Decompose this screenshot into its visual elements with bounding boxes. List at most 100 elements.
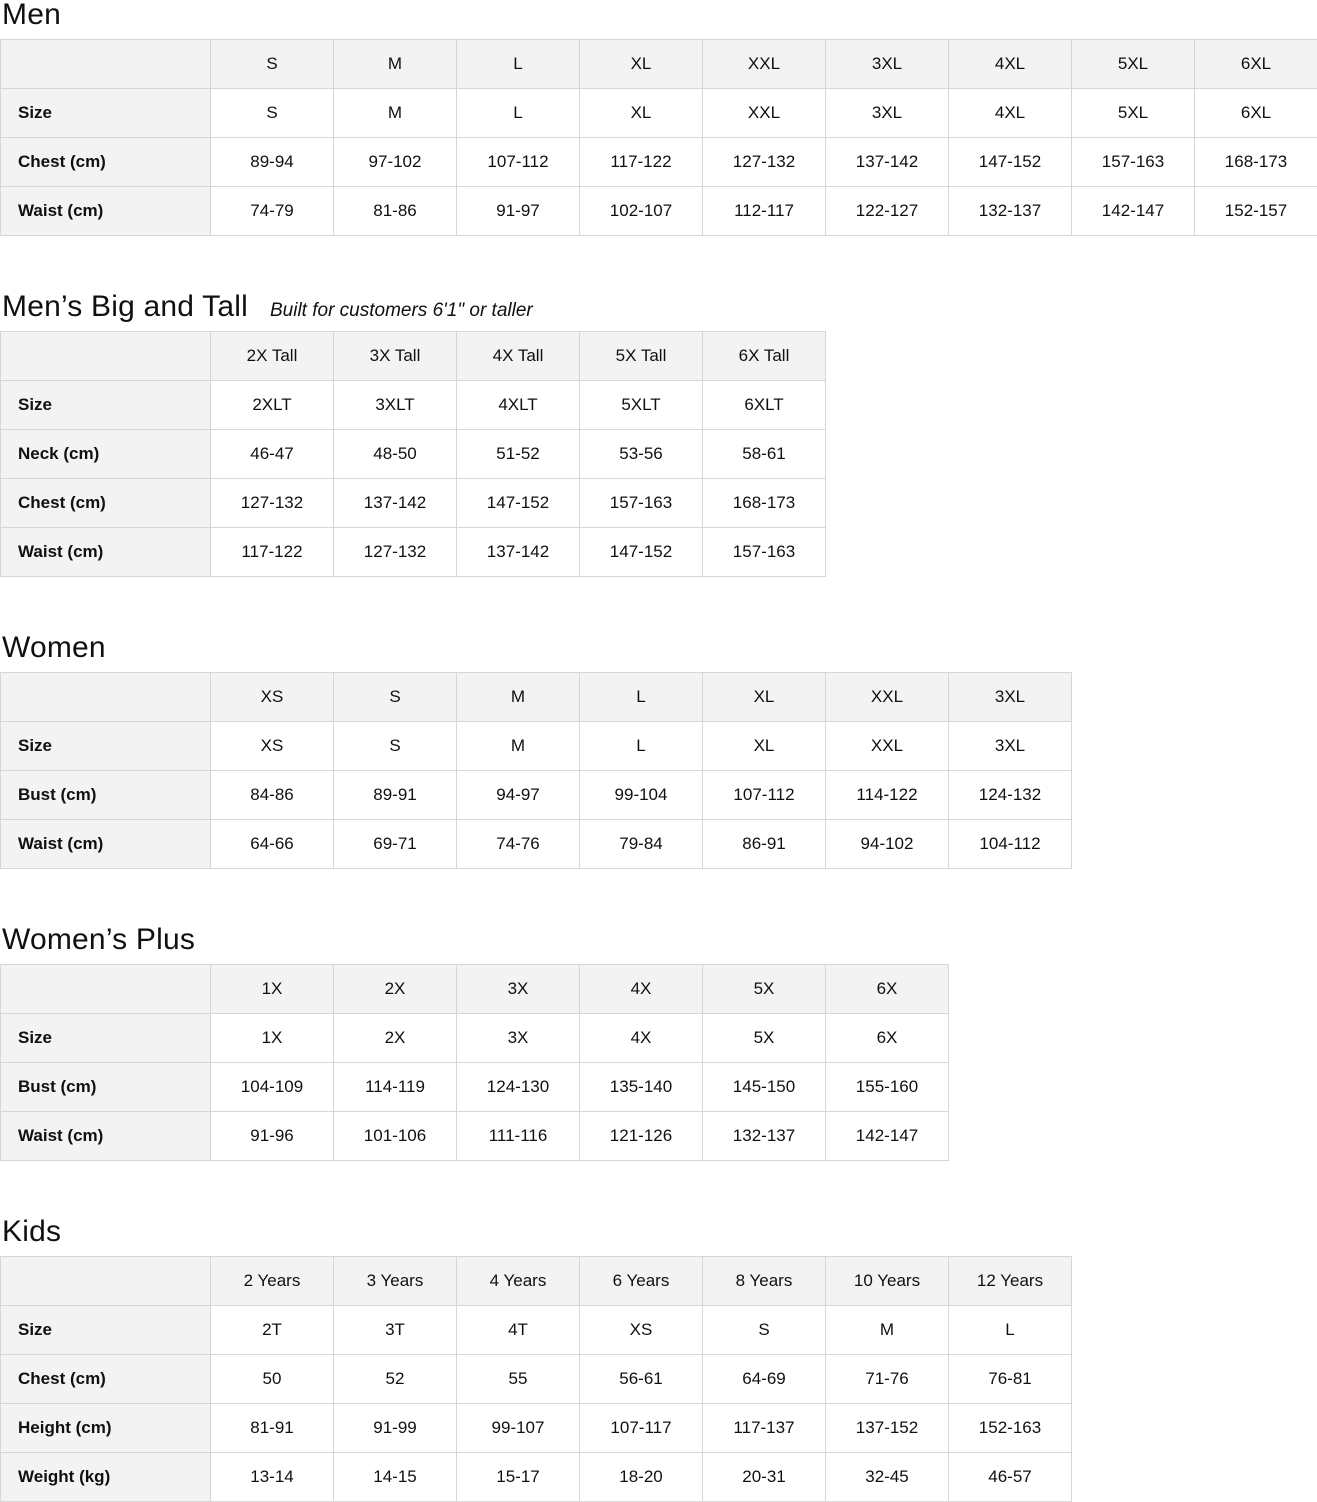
- value-cell: 107-112: [703, 771, 826, 820]
- value-cell: 89-91: [334, 771, 457, 820]
- value-cell: 2XLT: [211, 381, 334, 430]
- value-cell: S: [703, 1306, 826, 1355]
- value-cell: 107-112: [457, 138, 580, 187]
- section-header: Women: [0, 633, 1317, 663]
- row-label: Neck (cm): [1, 430, 211, 479]
- column-header: 10 Years: [826, 1257, 949, 1306]
- row-label: Chest (cm): [1, 479, 211, 528]
- value-cell: L: [457, 89, 580, 138]
- value-cell: 142-147: [826, 1112, 949, 1161]
- value-cell: 6XLT: [703, 381, 826, 430]
- value-cell: 3XLT: [334, 381, 457, 430]
- column-header: L: [457, 40, 580, 89]
- value-cell: 3T: [334, 1306, 457, 1355]
- value-cell: 15-17: [457, 1453, 580, 1502]
- value-cell: 91-96: [211, 1112, 334, 1161]
- column-header: XXL: [826, 673, 949, 722]
- value-cell: 74-79: [211, 187, 334, 236]
- value-cell: 147-152: [457, 479, 580, 528]
- column-header: S: [211, 40, 334, 89]
- value-cell: 48-50: [334, 430, 457, 479]
- value-cell: 84-86: [211, 771, 334, 820]
- value-cell: 46-57: [949, 1453, 1072, 1502]
- value-cell: 121-126: [580, 1112, 703, 1161]
- value-cell: 5X: [703, 1014, 826, 1063]
- value-cell: S: [211, 89, 334, 138]
- value-cell: 94-97: [457, 771, 580, 820]
- corner-cell: [1, 1257, 211, 1306]
- value-cell: 101-106: [334, 1112, 457, 1161]
- row-label: Size: [1, 722, 211, 771]
- column-header: M: [457, 673, 580, 722]
- value-cell: 127-132: [211, 479, 334, 528]
- value-cell: 3XL: [949, 722, 1072, 771]
- column-header: 4X: [580, 965, 703, 1014]
- value-cell: 155-160: [826, 1063, 949, 1112]
- row-label: Chest (cm): [1, 138, 211, 187]
- value-cell: 86-91: [703, 820, 826, 869]
- size-section-mens-big-and-tall: Men’s Big and Tall Built for customers 6…: [0, 292, 1317, 577]
- value-cell: 127-132: [334, 528, 457, 577]
- column-header: 1X: [211, 965, 334, 1014]
- value-cell: 1X: [211, 1014, 334, 1063]
- value-cell: 5XL: [1072, 89, 1195, 138]
- column-header: L: [580, 673, 703, 722]
- value-cell: S: [334, 722, 457, 771]
- corner-cell: [1, 965, 211, 1014]
- value-cell: 2X: [334, 1014, 457, 1063]
- column-header: 6 Years: [580, 1257, 703, 1306]
- column-header: XL: [703, 673, 826, 722]
- value-cell: 157-163: [703, 528, 826, 577]
- value-cell: 52: [334, 1355, 457, 1404]
- column-header: 3X: [457, 965, 580, 1014]
- value-cell: 135-140: [580, 1063, 703, 1112]
- value-cell: 76-81: [949, 1355, 1072, 1404]
- value-cell: 132-137: [949, 187, 1072, 236]
- column-header: XXL: [703, 40, 826, 89]
- column-header: 4 Years: [457, 1257, 580, 1306]
- value-cell: 94-102: [826, 820, 949, 869]
- value-cell: M: [826, 1306, 949, 1355]
- value-cell: 4X: [580, 1014, 703, 1063]
- row-label: Height (cm): [1, 1404, 211, 1453]
- column-header: M: [334, 40, 457, 89]
- row-label: Size: [1, 89, 211, 138]
- value-cell: 117-122: [580, 138, 703, 187]
- value-cell: M: [334, 89, 457, 138]
- value-cell: 99-104: [580, 771, 703, 820]
- value-cell: XL: [580, 89, 703, 138]
- row-label: Chest (cm): [1, 1355, 211, 1404]
- value-cell: XS: [211, 722, 334, 771]
- value-cell: 145-150: [703, 1063, 826, 1112]
- value-cell: 147-152: [580, 528, 703, 577]
- value-cell: 3X: [457, 1014, 580, 1063]
- column-header: 2X: [334, 965, 457, 1014]
- value-cell: 152-163: [949, 1404, 1072, 1453]
- value-cell: 132-137: [703, 1112, 826, 1161]
- row-label: Bust (cm): [1, 771, 211, 820]
- column-header: 6X Tall: [703, 332, 826, 381]
- corner-cell: [1, 673, 211, 722]
- column-header: 3XL: [949, 673, 1072, 722]
- value-cell: XS: [580, 1306, 703, 1355]
- section-title: Kids: [0, 1217, 61, 1247]
- value-cell: 142-147: [1072, 187, 1195, 236]
- value-cell: 4T: [457, 1306, 580, 1355]
- column-header: 2X Tall: [211, 332, 334, 381]
- value-cell: 4XLT: [457, 381, 580, 430]
- column-header: 6X: [826, 965, 949, 1014]
